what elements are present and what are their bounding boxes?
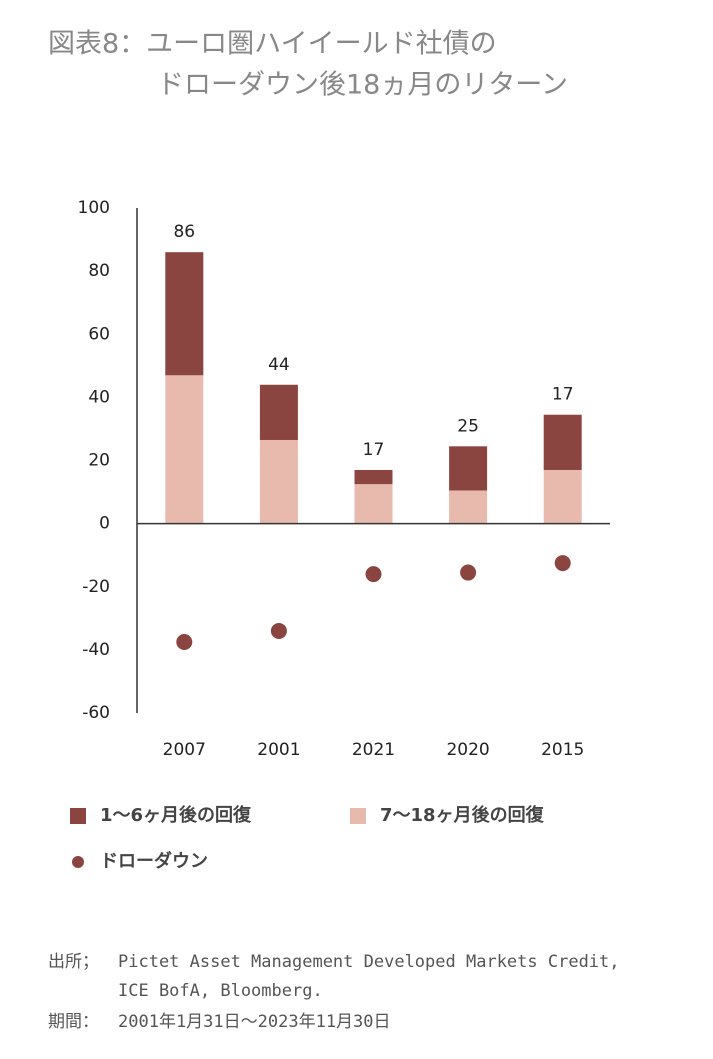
bar xyxy=(165,375,204,524)
legend-label: ドローダウン xyxy=(100,850,208,872)
legend-label: 7～18ヶ月後の回復 xyxy=(380,804,545,826)
y-tick-label: -20 xyxy=(82,577,110,597)
legend-swatch xyxy=(350,808,366,824)
bar-annotation: 25 xyxy=(457,416,479,436)
bar-annotation: 44 xyxy=(268,355,290,375)
y-tick-label: 80 xyxy=(88,261,110,281)
point xyxy=(365,566,382,583)
bar xyxy=(259,439,298,524)
x-tick-label: 2007 xyxy=(163,740,206,760)
bar xyxy=(543,414,582,470)
y-tick-label: 40 xyxy=(88,387,110,407)
y-tick-label: 100 xyxy=(78,198,110,218)
bar xyxy=(259,384,298,440)
point xyxy=(176,633,193,650)
bar-annotation: 86 xyxy=(173,222,195,242)
x-tick-label: 2020 xyxy=(446,740,489,760)
source: ICE BofA, Bloomberg. xyxy=(118,981,323,1001)
x-tick-label: 2001 xyxy=(257,740,300,760)
bar-annotation: 17 xyxy=(552,385,574,405)
point xyxy=(460,564,477,581)
bar xyxy=(354,484,393,524)
bar xyxy=(354,469,393,485)
y-tick-label: -60 xyxy=(82,703,110,723)
source-label: 出所； xyxy=(48,952,99,972)
legend-label: 1～6ヶ月後の回復 xyxy=(100,804,252,826)
x-tick-label: 2015 xyxy=(541,740,584,760)
chart-title: ドローダウン後18ヵ月のリターン xyxy=(157,70,568,101)
source: Pictet Asset Management Developed Market… xyxy=(118,952,620,972)
point xyxy=(270,622,287,639)
bar xyxy=(543,469,582,524)
y-tick-label: 60 xyxy=(88,324,110,344)
bar xyxy=(449,490,488,524)
point xyxy=(554,555,571,572)
chart-title: 図表8：ユーロ圏ハイイールド社債の xyxy=(48,29,497,60)
bar-annotation: 17 xyxy=(363,440,385,460)
bar xyxy=(449,446,488,491)
period-label: 期間： xyxy=(48,1012,99,1032)
y-tick-label: 0 xyxy=(99,514,110,534)
bar xyxy=(165,252,204,376)
y-tick-label: 20 xyxy=(88,451,110,471)
period: 2001年1月31日～2023年11月30日 xyxy=(118,1012,391,1032)
legend-swatch xyxy=(72,856,84,868)
x-tick-label: 2021 xyxy=(352,740,395,760)
y-tick-label: -40 xyxy=(82,640,110,660)
legend-swatch xyxy=(70,808,86,824)
